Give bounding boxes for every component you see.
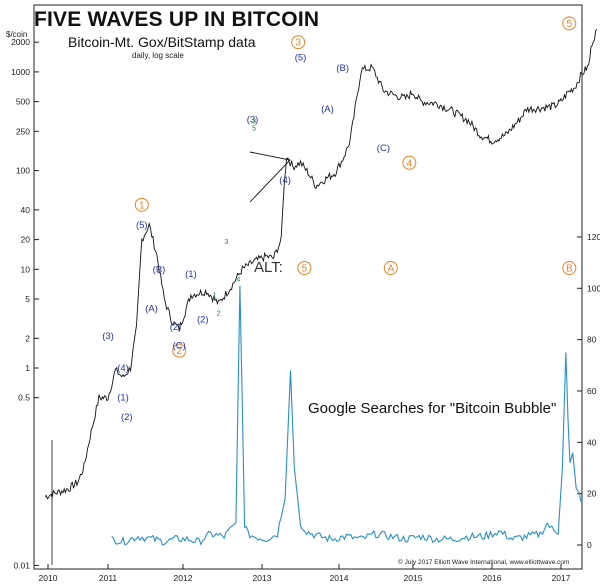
minor-wave-label: (B) [153,264,166,275]
minor-wave-label: (C) [377,143,390,154]
minor-wave-label: (C) [173,340,186,351]
x-tick-label: 2013 [253,573,272,583]
alt-wave-label: 5 [302,264,308,275]
y-tick-label: 0.01 [13,560,30,570]
alt-wave-label-circle [383,261,398,275]
minor-wave-label: (A) [321,104,334,115]
plot-frame [33,4,583,570]
primary-wave-label: 5 [566,19,572,30]
minor-wave-label: (3) [247,114,259,125]
primary-wave-label: 2 [176,346,182,357]
primary-wave-label: 3 [295,38,301,49]
scale-note: daily, log scale [132,51,184,60]
minor-wave-label: (1) [185,269,197,280]
x-tick-label: 2011 [99,573,118,583]
alt-wave-label: A [387,264,394,275]
minor-wave-label: (2) [170,322,182,333]
right-y-tick-label: 120 [587,232,600,242]
minor-wave-label: (3) [102,331,114,342]
y-tick-label: 2 [25,333,30,343]
primary-wave-label: 4 [407,158,413,169]
right-y-tick-label: 0 [587,540,592,550]
primary-wave-label-circle [172,343,187,358]
sub-wave-label: 3 [252,119,256,126]
minor-wave-label: (B) [336,63,349,74]
primary-wave-label-circle [134,197,149,212]
sub-wave-label: 3 [224,239,228,246]
minor-wave-label: (1) [117,393,129,404]
y-tick-label: 20 [21,235,31,245]
y-tick-label: 1000 [11,67,30,77]
triangle-pattern [249,151,291,203]
primary-wave-label: 1 [139,200,145,211]
y-tick-label: 0.5 [18,393,30,403]
y-tick-label: 5 [25,294,30,304]
series-google-line [111,285,582,546]
primary-wave-label-circle [562,16,577,31]
minor-wave-label: (2) [197,315,209,326]
series-price-line [44,28,598,500]
sub-wave-label: 4 [236,277,240,284]
right-y-tick-label: 100 [587,283,600,293]
alt-count-label: ALT: [254,259,283,276]
x-tick-label: 2015 [404,573,423,583]
chart-title: FIVE WAVES UP IN BITCOIN [34,8,320,31]
alt-wave-label-circle [297,261,312,275]
y-unit-label: $/coin [6,30,28,39]
x-tick-label: 2017 [552,573,571,583]
primary-wave-label-circle [402,155,417,170]
alt-wave-label: B [566,264,573,275]
minor-wave-label: (5) [295,52,307,63]
sub-wave-label: 5 [252,126,256,133]
sub-wave-label: 2 [217,311,221,318]
y-tick-label: 250 [16,126,30,136]
y-tick-label: 2000 [11,37,30,47]
right-y-tick-label: 60 [587,386,597,396]
y-tick-label: 500 [16,97,30,107]
y-tick-label: 40 [21,205,31,215]
right-y-tick-label: 20 [587,489,597,499]
minor-wave-label: (4) [279,175,291,186]
x-tick-label: 2016 [483,573,502,583]
right-y-tick-label: 80 [587,335,597,345]
sub-wave-label: 1 [213,292,217,299]
minor-wave-label: (2) [121,412,133,423]
minor-wave-label: (4) [117,363,129,374]
x-tick-label: 2014 [330,573,349,583]
x-tick-label: 2010 [39,573,58,583]
x-tick-label: 2012 [174,573,193,583]
copyright-credit: © July 2017 Elliott Wave International, … [398,559,570,566]
google-series-label: Google Searches for "Bitcoin Bubble" [308,400,557,417]
minor-wave-label: (5) [136,220,148,231]
y-tick-label: 1 [25,363,30,373]
chart-subtitle: Bitcoin-Mt. Gox/BitStamp data [68,34,256,50]
right-y-tick-label: 40 [587,437,597,447]
y-tick-label: 10 [21,264,31,274]
alt-wave-label-circle [562,261,577,275]
primary-wave-label-circle [291,35,306,50]
y-tick-label: 100 [16,166,30,176]
minor-wave-label: (A) [145,304,158,315]
